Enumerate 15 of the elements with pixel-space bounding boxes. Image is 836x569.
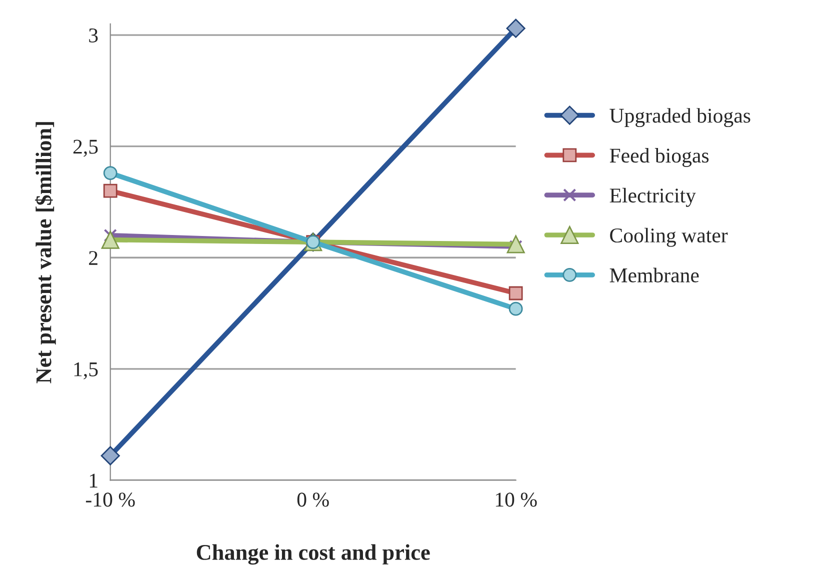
legend-label: Cooling water [610, 228, 728, 247]
legend-label: Upgraded biogas [610, 108, 750, 128]
x-axis-title: Change in cost and price [196, 544, 430, 565]
y-tick-label: 1 [90, 474, 98, 488]
x-tick-label: 10 % [496, 492, 537, 507]
legend-label: Feed biogas [610, 148, 709, 167]
x-tick-label: -10 % [86, 492, 135, 507]
y-tick-label: 2,5 [73, 140, 98, 157]
x-tick-label: 0 % [297, 492, 329, 507]
y-tick-label: 2 [89, 251, 98, 265]
y-tick-label: 1,5 [74, 362, 98, 380]
legend-label: Membrane [610, 268, 699, 282]
legend-label: Electricity [610, 188, 696, 207]
y-axis-title: Net present value [$million] [35, 122, 56, 384]
y-tick-label: 3 [89, 28, 98, 42]
